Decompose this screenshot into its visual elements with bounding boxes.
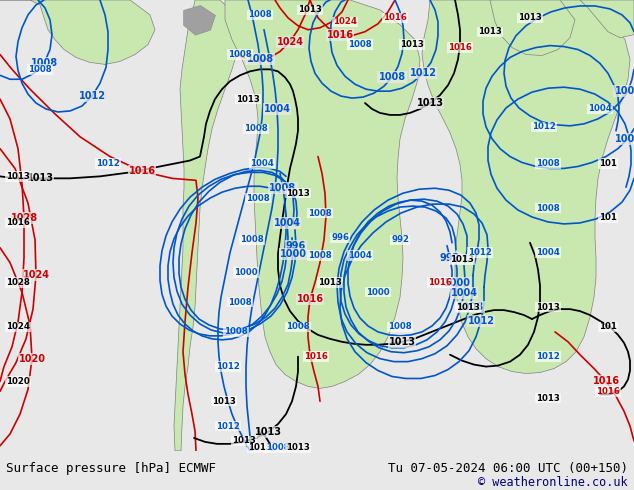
Text: 1004: 1004	[614, 134, 634, 144]
Text: 1013: 1013	[236, 95, 260, 103]
Text: 1013: 1013	[450, 255, 474, 264]
Text: 1016: 1016	[428, 278, 452, 287]
Text: 1013: 1013	[248, 443, 272, 452]
Text: 1013: 1013	[212, 397, 236, 406]
Text: 1000: 1000	[280, 248, 306, 259]
Text: 101: 101	[599, 322, 617, 331]
Text: 1004: 1004	[451, 288, 477, 298]
Text: 1012: 1012	[96, 159, 120, 168]
Text: 1016: 1016	[596, 387, 620, 396]
Text: 1013: 1013	[254, 427, 281, 437]
Text: 1004: 1004	[264, 104, 290, 114]
Text: 996: 996	[331, 233, 349, 242]
Text: 1016: 1016	[297, 294, 323, 304]
Text: 101: 101	[599, 159, 617, 168]
Text: 1004: 1004	[250, 159, 274, 168]
Text: 1008: 1008	[240, 235, 264, 245]
Text: 1012: 1012	[79, 91, 105, 101]
Text: 1028: 1028	[10, 213, 37, 223]
Text: 1008: 1008	[266, 443, 290, 452]
Text: 1013: 1013	[389, 337, 415, 347]
Text: 1024: 1024	[22, 270, 49, 280]
Text: 1000: 1000	[444, 278, 470, 288]
Text: 1013: 1013	[286, 443, 310, 452]
Text: 1020: 1020	[18, 354, 46, 364]
Text: 1008: 1008	[246, 194, 270, 203]
Text: 1013: 1013	[6, 172, 30, 181]
Text: 1016: 1016	[448, 43, 472, 52]
Text: 1012: 1012	[468, 248, 492, 257]
Text: © weatheronline.co.uk: © weatheronline.co.uk	[478, 476, 628, 489]
Text: 1008: 1008	[348, 40, 372, 49]
Text: 1008: 1008	[247, 54, 273, 65]
Text: 1024: 1024	[276, 37, 304, 47]
Text: 1012: 1012	[536, 352, 560, 361]
Text: 1000: 1000	[366, 288, 390, 297]
Text: 1008: 1008	[388, 322, 412, 331]
Text: 1016: 1016	[383, 13, 407, 23]
Text: 1016: 1016	[593, 376, 619, 387]
Text: 1008: 1008	[30, 58, 58, 69]
Text: 1016: 1016	[129, 167, 155, 176]
Text: 1016: 1016	[327, 30, 354, 40]
Text: 1004: 1004	[348, 251, 372, 260]
Text: 1013: 1013	[298, 5, 322, 14]
Text: 1008: 1008	[228, 298, 252, 307]
Text: 1008: 1008	[308, 251, 332, 260]
Text: 1008: 1008	[456, 302, 484, 312]
Text: 1008: 1008	[536, 159, 560, 168]
Text: 992: 992	[440, 253, 460, 263]
Text: 1016: 1016	[6, 219, 30, 227]
Text: 1008: 1008	[228, 50, 252, 59]
Text: 1016: 1016	[304, 352, 328, 361]
Text: 1013: 1013	[27, 173, 53, 183]
Text: 1008: 1008	[378, 73, 406, 82]
Text: 1012: 1012	[467, 316, 495, 326]
Text: 1000: 1000	[234, 268, 258, 277]
Text: 1013: 1013	[456, 303, 480, 312]
Text: 1008: 1008	[536, 203, 560, 213]
Text: 1013: 1013	[478, 27, 502, 36]
Text: 1013: 1013	[232, 437, 256, 445]
Text: 101: 101	[599, 214, 617, 222]
Text: 1008: 1008	[28, 65, 52, 74]
Text: 1013: 1013	[518, 13, 542, 23]
Text: 996: 996	[286, 241, 306, 251]
Text: 992: 992	[391, 235, 409, 245]
Text: 1013: 1013	[400, 40, 424, 49]
Text: 1024: 1024	[6, 322, 30, 331]
Text: 1013: 1013	[536, 394, 560, 403]
Text: 1008: 1008	[248, 10, 272, 20]
Text: 1008: 1008	[269, 183, 297, 193]
Text: 1012: 1012	[216, 421, 240, 431]
Text: 1028: 1028	[6, 278, 30, 287]
Text: 1004: 1004	[536, 248, 560, 257]
Text: 1008: 1008	[614, 86, 634, 96]
Text: 1013: 1013	[417, 98, 444, 108]
Text: 1013: 1013	[286, 189, 310, 197]
Text: 1020: 1020	[6, 377, 30, 386]
Text: 1013: 1013	[536, 303, 560, 312]
Text: 1012: 1012	[216, 362, 240, 371]
Text: 1004: 1004	[588, 104, 612, 114]
Text: 1012: 1012	[532, 122, 556, 131]
Text: 1012: 1012	[410, 68, 436, 78]
Text: 1004: 1004	[273, 218, 301, 228]
Text: 1013: 1013	[318, 278, 342, 287]
Text: 1008: 1008	[224, 327, 248, 337]
Text: 1008: 1008	[244, 124, 268, 133]
Text: 1008: 1008	[286, 322, 310, 331]
Text: 1008: 1008	[308, 209, 332, 218]
Text: Tu 07-05-2024 06:00 UTC (00+150): Tu 07-05-2024 06:00 UTC (00+150)	[387, 462, 628, 475]
Text: Surface pressure [hPa] ECMWF: Surface pressure [hPa] ECMWF	[6, 462, 216, 475]
Text: 1024: 1024	[333, 17, 357, 26]
